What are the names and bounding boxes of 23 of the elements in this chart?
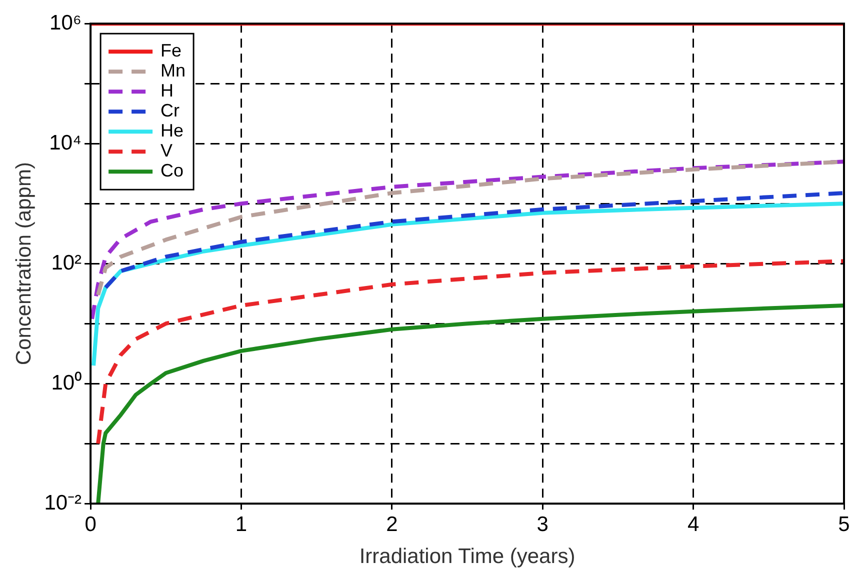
x-tick-label: 4 (687, 512, 700, 536)
y-tick-label: 10⁻² (44, 491, 82, 514)
y-tick-label: 10⁶ (50, 11, 82, 34)
y-tick-label: 10⁴ (49, 131, 82, 154)
x-tick-label: 2 (386, 512, 398, 536)
line-series (90, 160, 844, 321)
y-tick-label: 10⁰ (51, 371, 82, 394)
line-series (96, 259, 844, 446)
legend-label: He (160, 120, 184, 141)
x-tick-label: 5 (838, 512, 850, 536)
x-axis-title: Irradiation Time (years) (359, 545, 576, 568)
x-tick-label: 1 (235, 512, 248, 536)
y-tick-label: 10² (51, 251, 82, 274)
line-series (104, 191, 844, 290)
legend-label: H (160, 80, 174, 101)
legend-label: Mn (160, 60, 186, 81)
legend-label: Cr (160, 100, 180, 121)
legend-label: Co (160, 160, 184, 181)
y-axis-title: Concentration (appm) (12, 162, 36, 366)
legend-label: Fe (160, 40, 182, 61)
x-tick-label: 3 (536, 512, 548, 536)
x-tick-label: 0 (84, 512, 96, 536)
legend-label: V (160, 140, 173, 161)
